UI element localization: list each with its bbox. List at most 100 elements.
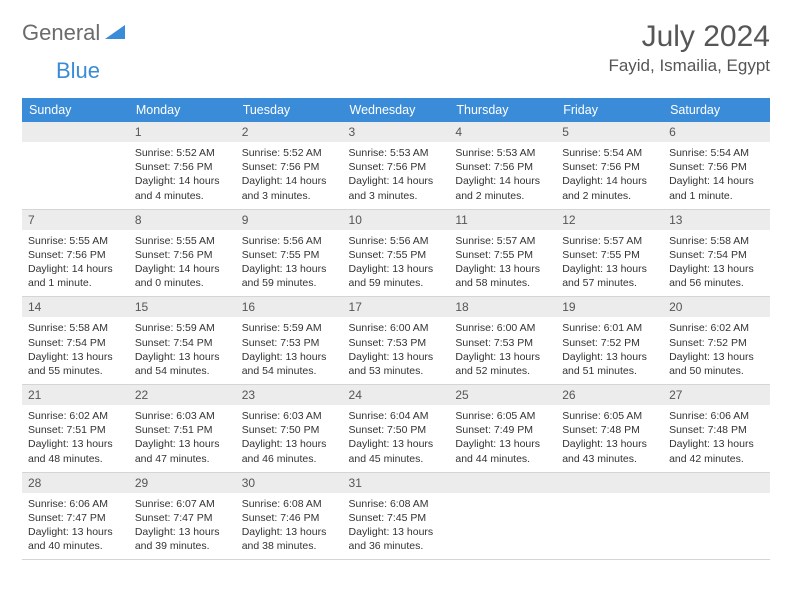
weekday-header: Wednesday xyxy=(343,98,450,122)
sunrise-text: Sunrise: 6:06 AM xyxy=(669,409,764,423)
sunset-text: Sunset: 7:53 PM xyxy=(455,336,550,350)
day-details: Sunrise: 5:56 AMSunset: 7:55 PMDaylight:… xyxy=(236,230,343,297)
daylight-text: Daylight: 14 hours and 1 minute. xyxy=(669,174,764,202)
day-details: Sunrise: 6:05 AMSunset: 7:48 PMDaylight:… xyxy=(556,405,663,472)
day-number xyxy=(449,473,556,493)
sunrise-text: Sunrise: 6:00 AM xyxy=(455,321,550,335)
day-number: 26 xyxy=(556,385,663,405)
day-details: Sunrise: 6:07 AMSunset: 7:47 PMDaylight:… xyxy=(129,493,236,560)
sunrise-text: Sunrise: 5:59 AM xyxy=(242,321,337,335)
day-number: 25 xyxy=(449,385,556,405)
day-details: Sunrise: 6:04 AMSunset: 7:50 PMDaylight:… xyxy=(343,405,450,472)
daylight-text: Daylight: 13 hours and 58 minutes. xyxy=(455,262,550,290)
sunrise-text: Sunrise: 5:56 AM xyxy=(242,234,337,248)
sunset-text: Sunset: 7:53 PM xyxy=(349,336,444,350)
day-number: 14 xyxy=(22,297,129,317)
sunrise-text: Sunrise: 6:06 AM xyxy=(28,497,123,511)
sunset-text: Sunset: 7:52 PM xyxy=(562,336,657,350)
day-details: Sunrise: 5:53 AMSunset: 7:56 PMDaylight:… xyxy=(449,142,556,209)
weekday-header: Saturday xyxy=(663,98,770,122)
calendar-day-cell: 22Sunrise: 6:03 AMSunset: 7:51 PMDayligh… xyxy=(129,385,236,473)
day-number xyxy=(663,473,770,493)
day-number: 3 xyxy=(343,122,450,142)
sunset-text: Sunset: 7:56 PM xyxy=(349,160,444,174)
daylight-text: Daylight: 13 hours and 53 minutes. xyxy=(349,350,444,378)
day-details: Sunrise: 6:06 AMSunset: 7:48 PMDaylight:… xyxy=(663,405,770,472)
calendar-week-row: 1Sunrise: 5:52 AMSunset: 7:56 PMDaylight… xyxy=(22,122,770,209)
calendar-day-cell: 4Sunrise: 5:53 AMSunset: 7:56 PMDaylight… xyxy=(449,122,556,209)
calendar-day-cell: 20Sunrise: 6:02 AMSunset: 7:52 PMDayligh… xyxy=(663,297,770,385)
day-details: Sunrise: 6:02 AMSunset: 7:52 PMDaylight:… xyxy=(663,317,770,384)
day-number: 24 xyxy=(343,385,450,405)
sunrise-text: Sunrise: 5:58 AM xyxy=(28,321,123,335)
sunset-text: Sunset: 7:48 PM xyxy=(562,423,657,437)
calendar-day-cell: 27Sunrise: 6:06 AMSunset: 7:48 PMDayligh… xyxy=(663,385,770,473)
sunset-text: Sunset: 7:50 PM xyxy=(349,423,444,437)
logo: General xyxy=(22,20,127,46)
calendar-body: 1Sunrise: 5:52 AMSunset: 7:56 PMDaylight… xyxy=(22,122,770,560)
calendar-day-cell xyxy=(449,472,556,560)
daylight-text: Daylight: 13 hours and 50 minutes. xyxy=(669,350,764,378)
sunrise-text: Sunrise: 5:54 AM xyxy=(669,146,764,160)
calendar-week-row: 14Sunrise: 5:58 AMSunset: 7:54 PMDayligh… xyxy=(22,297,770,385)
daylight-text: Daylight: 13 hours and 40 minutes. xyxy=(28,525,123,553)
day-details: Sunrise: 5:54 AMSunset: 7:56 PMDaylight:… xyxy=(663,142,770,209)
sunrise-text: Sunrise: 6:08 AM xyxy=(349,497,444,511)
day-details: Sunrise: 6:00 AMSunset: 7:53 PMDaylight:… xyxy=(449,317,556,384)
weekday-header: Sunday xyxy=(22,98,129,122)
day-details: Sunrise: 5:58 AMSunset: 7:54 PMDaylight:… xyxy=(663,230,770,297)
daylight-text: Daylight: 13 hours and 55 minutes. xyxy=(28,350,123,378)
daylight-text: Daylight: 14 hours and 1 minute. xyxy=(28,262,123,290)
sunrise-text: Sunrise: 5:57 AM xyxy=(455,234,550,248)
calendar-day-cell xyxy=(663,472,770,560)
logo-triangle-icon xyxy=(105,23,125,44)
sunset-text: Sunset: 7:55 PM xyxy=(349,248,444,262)
day-number: 21 xyxy=(22,385,129,405)
day-details: Sunrise: 5:55 AMSunset: 7:56 PMDaylight:… xyxy=(129,230,236,297)
day-number xyxy=(556,473,663,493)
weekday-header: Tuesday xyxy=(236,98,343,122)
day-details: Sunrise: 6:03 AMSunset: 7:51 PMDaylight:… xyxy=(129,405,236,472)
day-details: Sunrise: 5:55 AMSunset: 7:56 PMDaylight:… xyxy=(22,230,129,297)
sunset-text: Sunset: 7:46 PM xyxy=(242,511,337,525)
daylight-text: Daylight: 13 hours and 44 minutes. xyxy=(455,437,550,465)
sunset-text: Sunset: 7:54 PM xyxy=(28,336,123,350)
daylight-text: Daylight: 14 hours and 4 minutes. xyxy=(135,174,230,202)
sunrise-text: Sunrise: 6:02 AM xyxy=(28,409,123,423)
day-details: Sunrise: 6:05 AMSunset: 7:49 PMDaylight:… xyxy=(449,405,556,472)
sunrise-text: Sunrise: 5:53 AM xyxy=(455,146,550,160)
calendar-day-cell: 26Sunrise: 6:05 AMSunset: 7:48 PMDayligh… xyxy=(556,385,663,473)
day-details: Sunrise: 5:59 AMSunset: 7:53 PMDaylight:… xyxy=(236,317,343,384)
day-number: 20 xyxy=(663,297,770,317)
daylight-text: Daylight: 14 hours and 3 minutes. xyxy=(242,174,337,202)
daylight-text: Daylight: 13 hours and 59 minutes. xyxy=(349,262,444,290)
sunrise-text: Sunrise: 5:58 AM xyxy=(669,234,764,248)
daylight-text: Daylight: 13 hours and 57 minutes. xyxy=(562,262,657,290)
sunset-text: Sunset: 7:56 PM xyxy=(135,248,230,262)
calendar-day-cell: 31Sunrise: 6:08 AMSunset: 7:45 PMDayligh… xyxy=(343,472,450,560)
calendar-day-cell: 15Sunrise: 5:59 AMSunset: 7:54 PMDayligh… xyxy=(129,297,236,385)
day-details: Sunrise: 6:00 AMSunset: 7:53 PMDaylight:… xyxy=(343,317,450,384)
sunrise-text: Sunrise: 6:05 AM xyxy=(455,409,550,423)
day-number: 4 xyxy=(449,122,556,142)
sunset-text: Sunset: 7:56 PM xyxy=(455,160,550,174)
day-details: Sunrise: 5:53 AMSunset: 7:56 PMDaylight:… xyxy=(343,142,450,209)
daylight-text: Daylight: 13 hours and 39 minutes. xyxy=(135,525,230,553)
daylight-text: Daylight: 13 hours and 46 minutes. xyxy=(242,437,337,465)
sunrise-text: Sunrise: 5:54 AM xyxy=(562,146,657,160)
day-details: Sunrise: 6:06 AMSunset: 7:47 PMDaylight:… xyxy=(22,493,129,560)
sunset-text: Sunset: 7:56 PM xyxy=(242,160,337,174)
calendar-day-cell: 28Sunrise: 6:06 AMSunset: 7:47 PMDayligh… xyxy=(22,472,129,560)
day-details: Sunrise: 5:52 AMSunset: 7:56 PMDaylight:… xyxy=(236,142,343,209)
day-number: 1 xyxy=(129,122,236,142)
day-number: 8 xyxy=(129,210,236,230)
calendar-day-cell: 6Sunrise: 5:54 AMSunset: 7:56 PMDaylight… xyxy=(663,122,770,209)
sunset-text: Sunset: 7:47 PM xyxy=(28,511,123,525)
day-number: 9 xyxy=(236,210,343,230)
month-title: July 2024 xyxy=(608,20,770,54)
sunset-text: Sunset: 7:53 PM xyxy=(242,336,337,350)
calendar-day-cell: 10Sunrise: 5:56 AMSunset: 7:55 PMDayligh… xyxy=(343,209,450,297)
sunset-text: Sunset: 7:54 PM xyxy=(135,336,230,350)
daylight-text: Daylight: 13 hours and 54 minutes. xyxy=(242,350,337,378)
daylight-text: Daylight: 13 hours and 45 minutes. xyxy=(349,437,444,465)
